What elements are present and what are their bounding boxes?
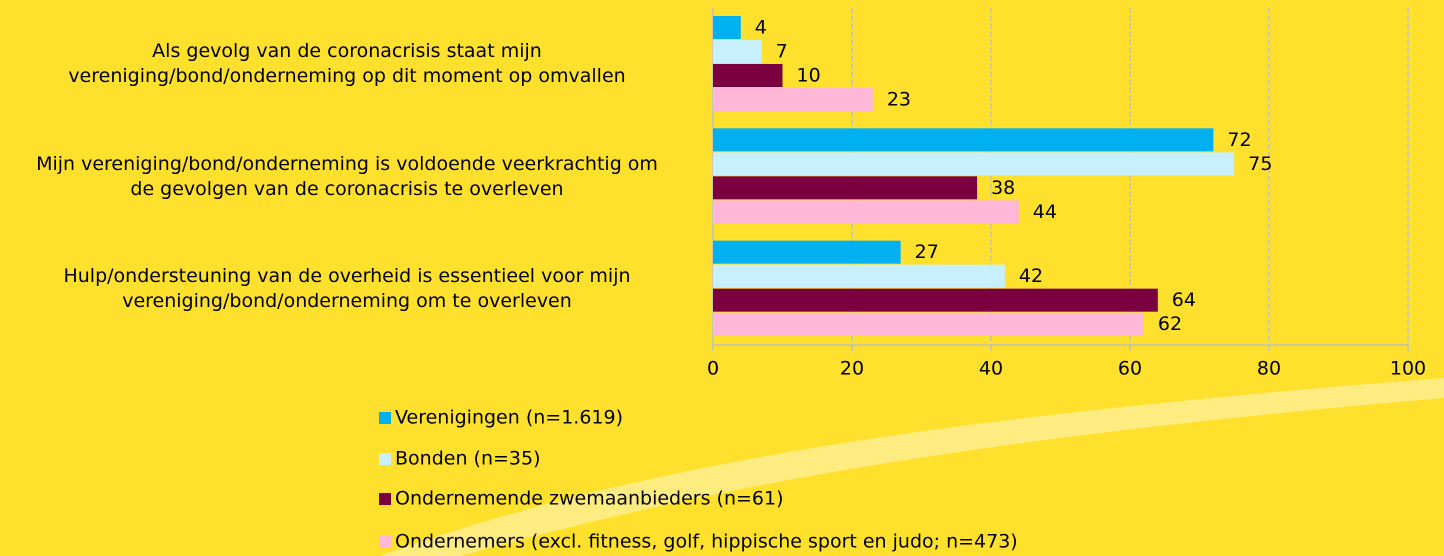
bar <box>713 16 741 39</box>
bar <box>713 241 901 264</box>
category-label: Mijn vereniging/bond/onderneming is vold… <box>0 152 697 202</box>
legend-label: Bonden (n=35) <box>395 448 541 470</box>
bar <box>713 40 762 63</box>
value-label: 38 <box>991 177 1015 199</box>
legend-label: Ondernemers (excl. fitness, golf, hippis… <box>395 531 1018 553</box>
legend-label: Ondernemende zwemaanbieders (n=61) <box>395 488 784 510</box>
value-label: 72 <box>1227 129 1251 151</box>
value-label: 42 <box>1019 265 1043 287</box>
value-label: 64 <box>1172 289 1196 311</box>
bar <box>713 289 1158 312</box>
legend-label: Verenigingen (n=1.619) <box>395 407 623 429</box>
value-label: 4 <box>755 17 767 39</box>
value-label: 62 <box>1158 313 1182 335</box>
value-label: 75 <box>1248 153 1272 175</box>
legend-swatch <box>379 453 391 465</box>
bar <box>713 152 1234 175</box>
bar <box>713 200 1019 223</box>
value-label: 10 <box>797 65 821 87</box>
legend-swatch <box>379 412 391 424</box>
page: 0 20 40 60 80 100 47 10 23 7275 38 44 27 42 6462 Vereni… <box>0 0 1444 556</box>
value-label: 44 <box>1033 201 1057 223</box>
x-tick-label: 60 <box>1118 358 1142 380</box>
category-label: Als gevolg van de coronacrisis staat mij… <box>0 39 697 89</box>
category-label: Hulp/ondersteuning van de overheid is es… <box>0 264 697 314</box>
bar <box>713 313 1144 336</box>
x-tick-label: 20 <box>840 358 864 380</box>
legend-swatch <box>379 493 391 505</box>
x-tick-label: 100 <box>1390 358 1426 380</box>
bar <box>713 176 977 199</box>
bar <box>713 88 873 111</box>
x-tick-label: 0 <box>707 358 719 380</box>
x-tick-label: 80 <box>1257 358 1281 380</box>
value-label: 27 <box>915 241 939 263</box>
value-label: 7 <box>776 41 788 63</box>
bar <box>713 128 1213 151</box>
bar <box>713 265 1005 288</box>
x-tick-label: 40 <box>979 358 1003 380</box>
bar <box>713 64 783 87</box>
value-label: 23 <box>887 89 911 111</box>
legend-swatch <box>379 536 391 548</box>
